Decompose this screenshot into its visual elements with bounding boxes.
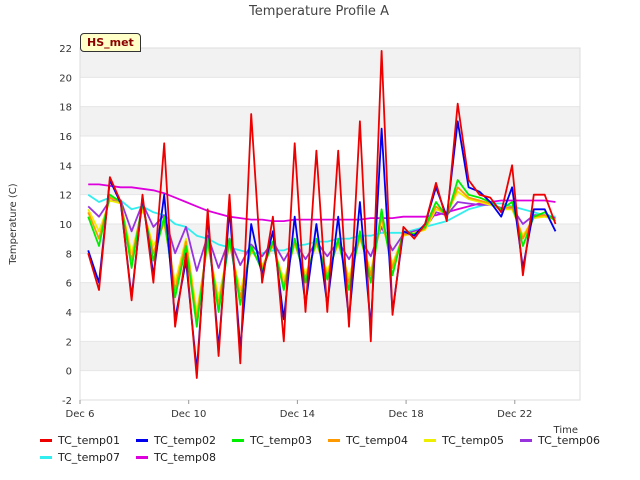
- grid-band: [80, 165, 580, 195]
- chart-title: Temperature Profile A: [248, 4, 389, 19]
- x-axis-ticks: Dec 6 Dec 10 Dec 14 Dec 18 Dec 22: [66, 400, 532, 420]
- legend-swatch: [136, 439, 148, 442]
- y-tick-label: 22: [59, 44, 72, 55]
- x-tick-label: Dec 22: [497, 409, 532, 420]
- legend-item-tc_temp05: TC_temp05: [424, 434, 504, 447]
- y-tick-label: 10: [59, 220, 72, 231]
- legend-swatch: [40, 456, 52, 459]
- x-axis-label: Time: [553, 425, 578, 436]
- legend-label: TC_temp04: [346, 434, 409, 447]
- legend-swatch: [136, 456, 148, 459]
- y-tick-label: -2: [62, 396, 72, 407]
- chart-legend: TC_temp01 TC_temp02 TC_temp03 TC_temp04 TC_t…: [0, 434, 640, 468]
- legend-swatch: [520, 439, 532, 442]
- legend-item-tc_temp03: TC_temp03: [232, 434, 312, 447]
- x-tick-label: Dec 18: [388, 409, 423, 420]
- series-lines: [87, 50, 557, 379]
- legend-swatch: [40, 439, 52, 442]
- legend-label: TC_temp03: [250, 434, 313, 447]
- legend-label: TC_temp02: [154, 434, 217, 447]
- legend-item-tc_temp07: TC_temp07: [40, 451, 120, 464]
- legend-label: TC_temp05: [442, 434, 505, 447]
- legend-label: TC_temp07: [58, 451, 121, 464]
- x-tick-label: Dec 10: [171, 409, 206, 420]
- y-tick-label: 2: [66, 337, 72, 348]
- legend-label: TC_temp06: [538, 434, 601, 447]
- y-tick-label: 12: [59, 191, 72, 202]
- x-tick-label: Dec 14: [280, 409, 315, 420]
- y-tick-label: 8: [66, 249, 72, 260]
- y-tick-label: 4: [66, 308, 72, 319]
- legend-item-tc_temp04: TC_temp04: [328, 434, 408, 447]
- legend-swatch: [232, 439, 244, 442]
- legend-swatch: [328, 439, 340, 442]
- y-axis-ticks: -2 0 2 4 6 8 10 12 14 16 18 20 22: [59, 44, 72, 407]
- grid-band: [80, 224, 580, 254]
- y-tick-label: 16: [59, 132, 72, 143]
- legend-label: TC_temp08: [154, 451, 217, 464]
- legend-label: TC_temp01: [58, 434, 121, 447]
- x-tick-label: Dec 6: [66, 409, 95, 420]
- site-badge: HS_met: [80, 33, 141, 52]
- legend-item-tc_temp08: TC_temp08: [136, 451, 216, 464]
- legend-swatch: [424, 439, 436, 442]
- y-axis-label: Temperature (C): [8, 183, 19, 265]
- legend-item-tc_temp06: TC_temp06: [520, 434, 600, 447]
- y-tick-label: 0: [66, 367, 72, 378]
- series-line-tc_temp01: [87, 50, 557, 379]
- y-tick-label: 14: [59, 161, 72, 172]
- grid-band: [80, 341, 580, 371]
- plot-background-bands: [80, 48, 580, 371]
- y-tick-label: 20: [59, 73, 72, 84]
- legend-item-tc_temp02: TC_temp02: [136, 434, 216, 447]
- y-tick-label: 18: [59, 103, 72, 114]
- grid-band: [80, 48, 580, 78]
- plot-frame: [79, 47, 581, 401]
- legend-row: TC_temp01 TC_temp02 TC_temp03 TC_temp04 TC_t…: [0, 434, 640, 451]
- grid-band: [80, 106, 580, 136]
- legend-item-tc_temp01: TC_temp01: [40, 434, 120, 447]
- legend-row: TC_temp07 TC_temp08: [0, 451, 640, 468]
- y-tick-label: 6: [66, 279, 72, 290]
